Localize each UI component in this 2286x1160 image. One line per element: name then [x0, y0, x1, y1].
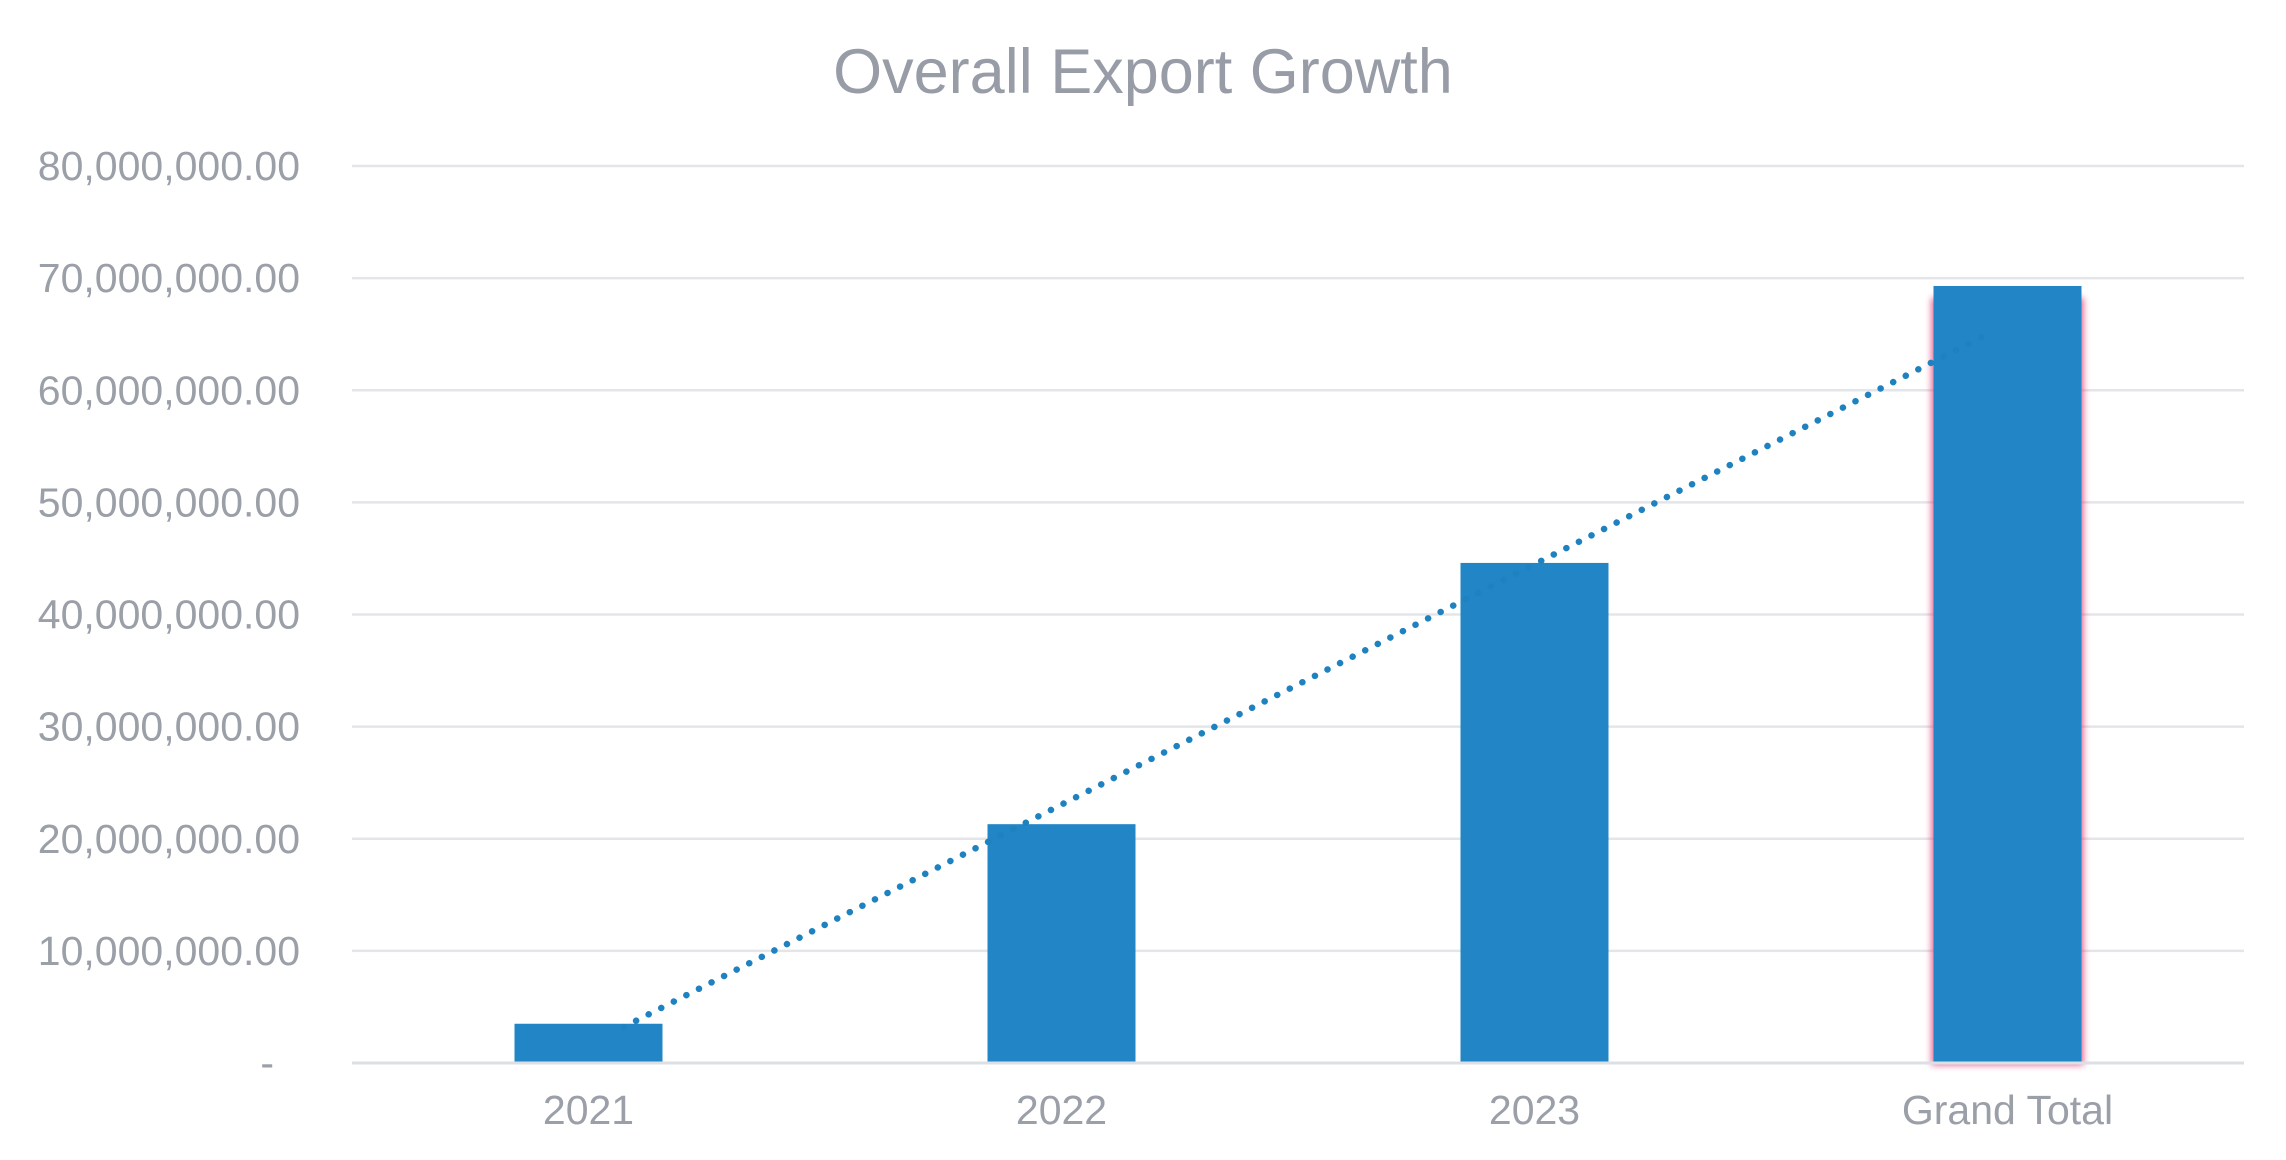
bar-2022 [987, 824, 1136, 1063]
trendline [620, 330, 1991, 1031]
x-tick-label-2022: 2022 [1016, 1087, 1107, 1133]
trendline-layer [620, 330, 1991, 1031]
gridlines [352, 164, 2244, 953]
x-tick-label-2021: 2021 [543, 1087, 634, 1133]
y-tick-label-3: 30,000,000.00 [38, 704, 300, 750]
chart-title: Overall Export Growth [833, 37, 1453, 107]
y-tick-label-5: 50,000,000.00 [38, 479, 300, 525]
y-tick-label-7: 70,000,000.00 [38, 255, 300, 301]
x-axis-tick-labels: 2021 2022 2023 Grand Total [543, 1087, 2113, 1133]
bars [514, 285, 2084, 1065]
y-tick-label-6: 60,000,000.00 [38, 367, 300, 413]
y-tick-label-0: - [260, 1040, 274, 1086]
y-axis-tick-labels: - 10,000,000.00 20,000,000.00 30,000,000.00… [38, 143, 300, 1086]
bar-2023 [1460, 562, 1609, 1063]
x-tick-label-2023: 2023 [1489, 1087, 1580, 1133]
y-tick-label-4: 40,000,000.00 [38, 592, 300, 638]
y-tick-label-1: 10,000,000.00 [38, 928, 300, 974]
x-tick-label-grand-total: Grand Total [1902, 1087, 2113, 1133]
y-tick-label-2: 20,000,000.00 [38, 816, 300, 862]
bar-2021 [514, 1023, 663, 1063]
y-tick-label-8: 80,000,000.00 [38, 143, 300, 189]
bar-grand-total [1933, 285, 2082, 1063]
